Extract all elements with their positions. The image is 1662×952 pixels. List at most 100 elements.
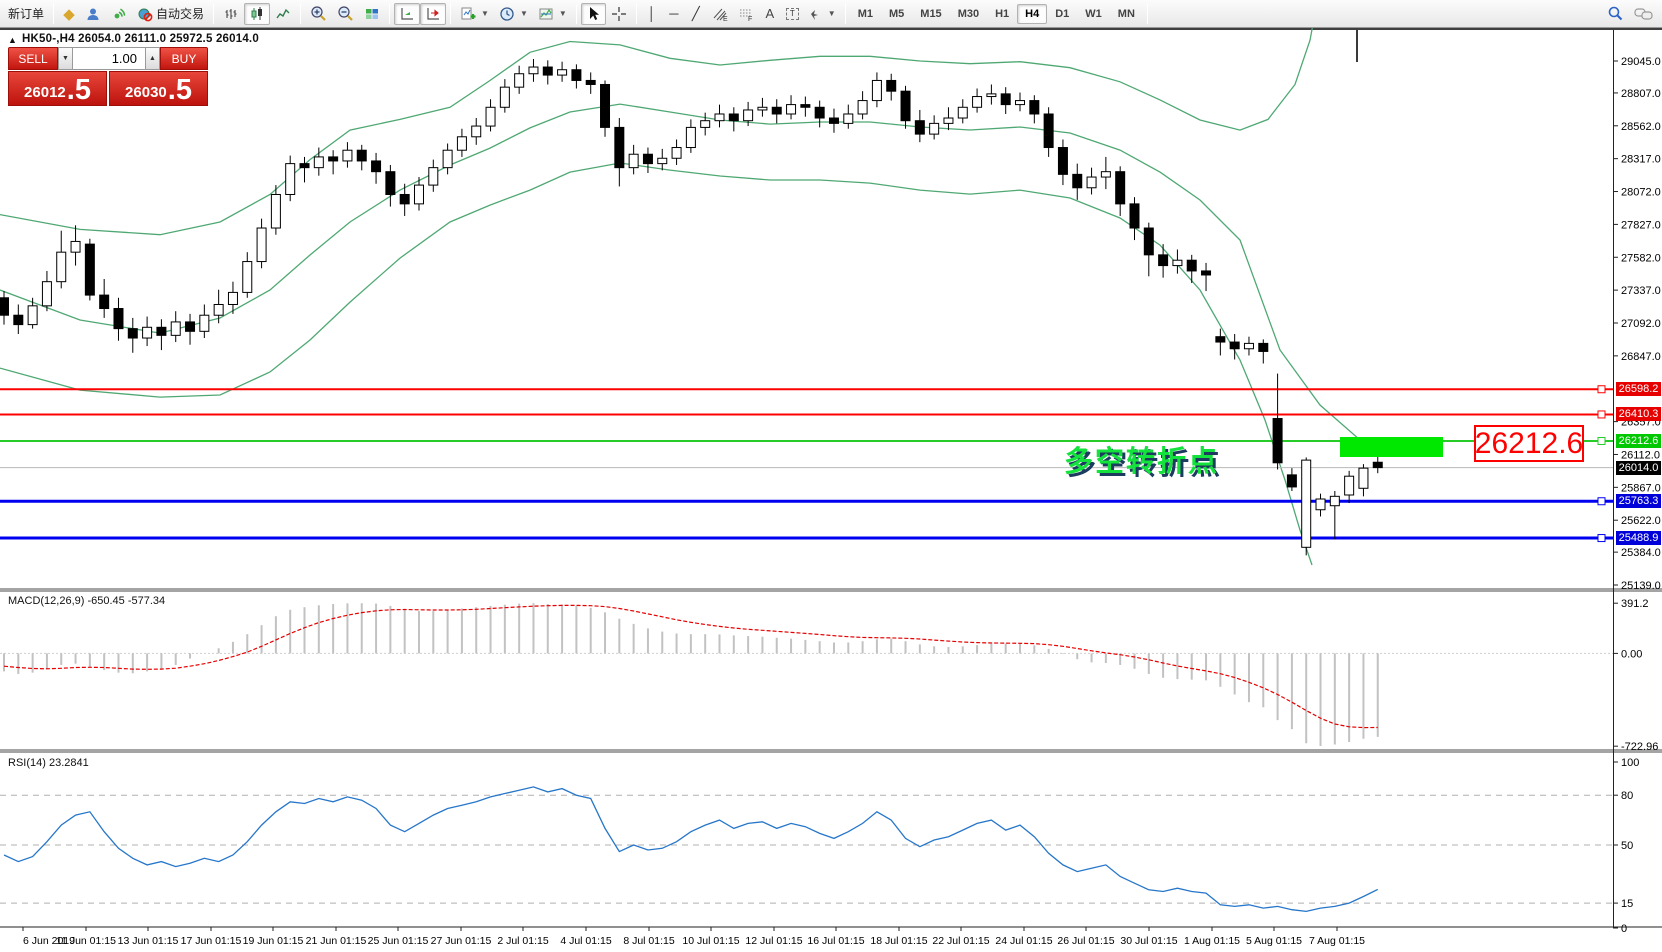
candle[interactable] [900,90,911,122]
time-axis[interactable] [0,928,1662,952]
tile-windows-button[interactable] [359,3,385,25]
text-button[interactable]: A [759,3,781,25]
candle[interactable] [299,163,310,169]
candle[interactable] [914,120,925,135]
candle[interactable] [929,122,940,135]
level-line-handle[interactable] [1597,410,1606,419]
candle[interactable] [242,261,253,293]
candle[interactable] [542,66,553,76]
chat-button[interactable] [1629,3,1659,25]
fibonacci-button[interactable]: F [733,3,759,25]
candle[interactable] [56,251,67,283]
equidistant-channel-button[interactable]: E [707,3,733,25]
candle[interactable] [1029,100,1040,115]
candle[interactable] [1243,342,1254,350]
candle[interactable] [1000,93,1011,106]
candle[interactable] [828,117,839,124]
trend-line-button[interactable]: ╱ [685,3,707,25]
volume-increase-button[interactable]: ▲ [145,47,160,70]
candle[interactable] [1358,467,1369,489]
candle[interactable] [1100,171,1111,178]
candle[interactable] [270,193,281,229]
candle[interactable] [743,109,754,122]
candle[interactable] [328,156,339,162]
periods-button[interactable]: ▼ [494,3,533,25]
candle[interactable] [514,73,525,88]
timeframe-d1[interactable]: D1 [1055,7,1070,20]
candle[interactable] [1329,495,1340,507]
timeframe-m5[interactable]: M5 [889,7,905,20]
bar-chart-button[interactable] [218,3,244,25]
zoom-in-button[interactable] [305,3,332,25]
candle[interactable] [657,157,668,165]
candle[interactable] [943,117,954,124]
price-callout-box[interactable]: 26212.6 [1474,425,1584,462]
candle[interactable] [843,113,854,124]
timeframe-h4[interactable]: H4 [1017,3,1048,24]
candle[interactable] [814,106,825,119]
candle[interactable] [1043,113,1054,149]
candle[interactable] [1115,171,1126,205]
candle[interactable] [528,66,539,75]
candle[interactable] [557,69,568,76]
candle[interactable] [227,291,238,305]
level-line-handle[interactable] [1597,385,1606,394]
candle[interactable] [371,160,382,173]
candle[interactable] [442,149,453,169]
price-axis[interactable] [1614,30,1662,927]
candle[interactable] [199,314,210,332]
candle[interactable] [27,305,38,326]
candle[interactable] [170,321,181,336]
candle[interactable] [113,308,124,330]
candle[interactable] [614,126,625,169]
candle[interactable] [700,120,711,128]
candle[interactable] [1272,418,1283,464]
candle[interactable] [385,171,396,195]
candle[interactable] [857,100,868,115]
signals-button[interactable] [106,3,132,25]
candle[interactable] [1172,259,1183,267]
candle[interactable] [786,104,797,115]
candle[interactable] [1229,341,1240,350]
candle[interactable] [671,147,682,159]
arrows-button[interactable]: ▼ [804,3,841,25]
timeframe-m15[interactable]: M15 [920,7,942,20]
candle[interactable] [1015,100,1026,106]
candle[interactable] [1301,459,1312,548]
community-button[interactable] [80,3,106,25]
candle[interactable] [957,106,968,119]
candle[interactable] [986,93,997,98]
candle[interactable] [156,326,167,336]
candle[interactable] [1072,173,1083,189]
candle[interactable] [685,126,696,149]
candle[interactable] [213,303,224,316]
crosshair-button[interactable] [606,3,632,25]
candle[interactable] [456,136,467,151]
candle[interactable] [1057,147,1068,175]
candle[interactable] [285,163,296,195]
candle[interactable] [757,106,768,111]
candle[interactable] [1186,259,1197,272]
timeframe-w1[interactable]: W1 [1085,7,1102,20]
candle[interactable] [399,193,410,205]
candle[interactable] [585,79,596,85]
candle[interactable] [70,240,81,253]
candle[interactable] [1286,474,1297,488]
level-line-handle[interactable] [1597,534,1606,543]
candle[interactable] [428,167,439,186]
buy-price-display[interactable]: 26030 .5 [109,71,208,106]
zoom-out-button[interactable] [332,3,359,25]
candle[interactable] [1201,270,1212,276]
candle[interactable] [642,153,653,165]
candle[interactable] [714,113,725,122]
candle[interactable] [1215,336,1226,343]
cursor-button[interactable] [580,2,606,25]
turning-point-annotation[interactable]: 多空转折点 [1064,446,1220,478]
candle[interactable] [728,113,739,122]
candle[interactable] [600,83,611,128]
highlight-zone-rectangle[interactable] [1340,437,1443,457]
candle[interactable] [972,96,983,108]
candle[interactable] [127,328,138,339]
volume-decrease-button[interactable]: ▼ [58,47,73,70]
